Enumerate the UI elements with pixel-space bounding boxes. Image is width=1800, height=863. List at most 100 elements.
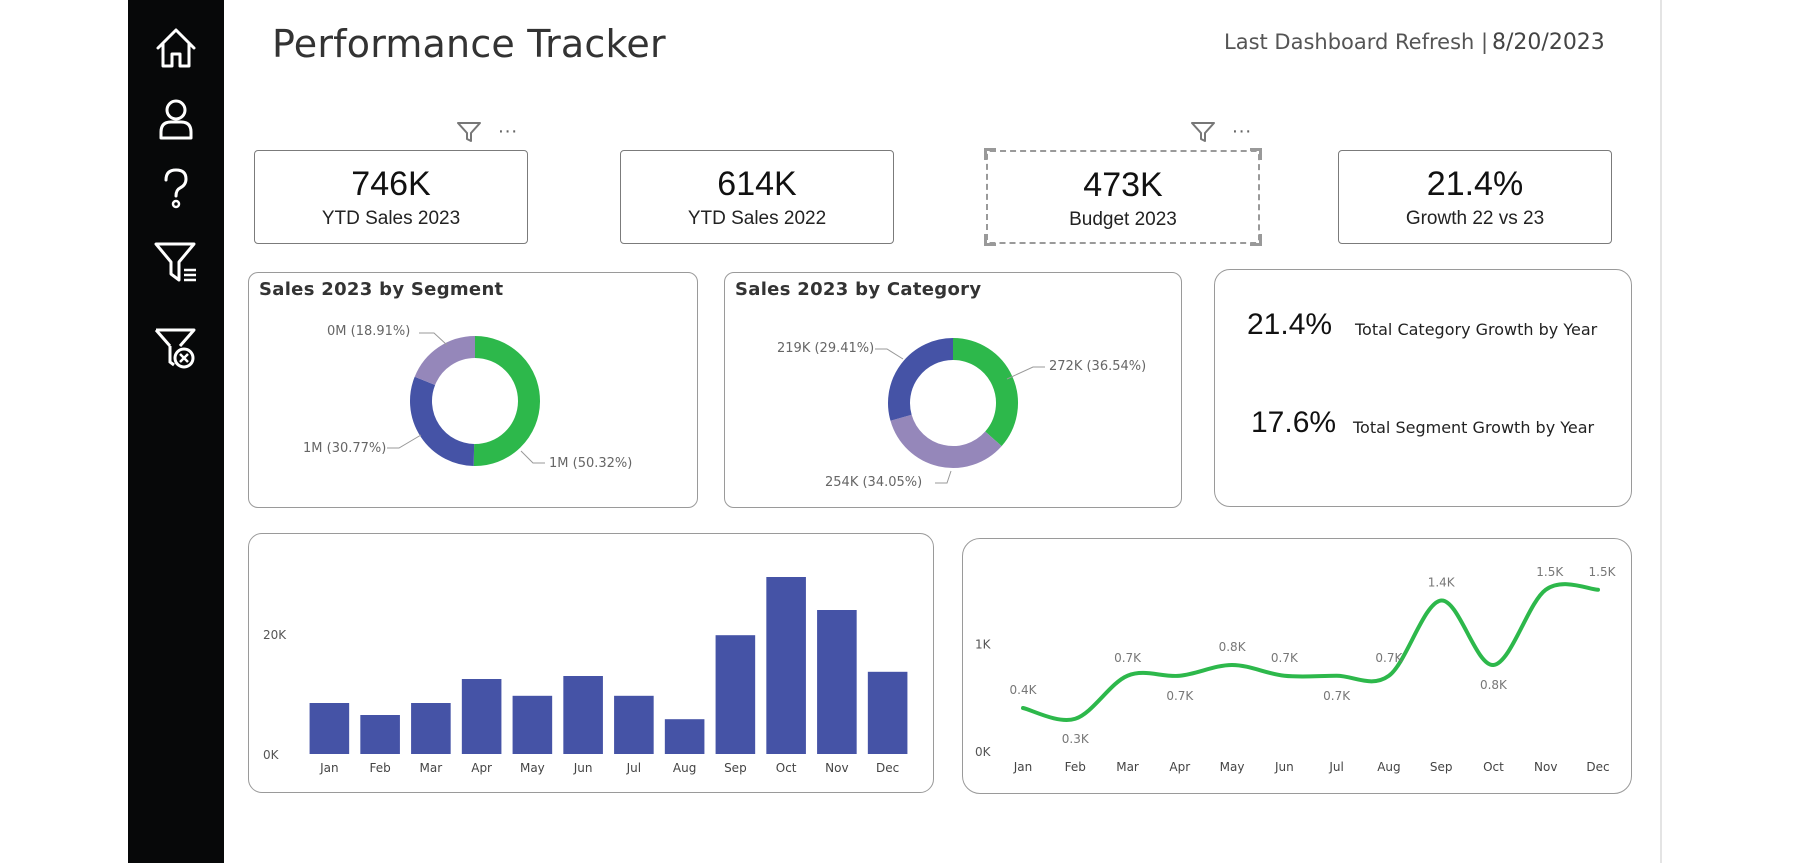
more-options-icon[interactable]: ··· xyxy=(497,120,518,143)
visual-header-tools: ··· xyxy=(1190,120,1252,144)
bar xyxy=(309,703,350,754)
leader-line xyxy=(875,348,904,360)
kpi-label: Growth 22 vs 23 xyxy=(1405,208,1545,229)
x-tick-label: Nov xyxy=(1534,760,1557,774)
kpi-value: 746K xyxy=(351,165,431,203)
kpi-label: Budget 2023 xyxy=(1069,209,1177,230)
x-tick-label: Sep xyxy=(1430,760,1453,774)
bar xyxy=(411,703,451,754)
y-tick-label: 1K xyxy=(975,638,992,652)
growth-panel[interactable]: 21.4% Total Category Growth by Year 17.6… xyxy=(1214,269,1632,507)
x-tick-label: Apr xyxy=(471,761,492,775)
y-tick-label: 0K xyxy=(263,748,280,762)
help-icon[interactable] xyxy=(146,158,206,218)
kpi-card-budget-2023[interactable]: 473K Budget 2023 xyxy=(984,148,1262,246)
data-label: 1.4K xyxy=(1428,576,1456,590)
resize-handle[interactable] xyxy=(984,234,996,246)
x-tick-label: Aug xyxy=(673,761,696,775)
x-tick-label: Jan xyxy=(319,761,339,775)
page-title: Performance Tracker xyxy=(272,22,666,66)
bar xyxy=(512,695,553,754)
x-tick-label: Dec xyxy=(876,761,899,775)
category-donut-chart xyxy=(875,338,1045,484)
home-icon[interactable] xyxy=(146,18,206,78)
x-tick-label: Dec xyxy=(1586,760,1609,774)
x-tick-label: Oct xyxy=(1483,760,1504,774)
kpi-card-ytd-sales-2023[interactable]: 746K YTD Sales 2023 xyxy=(254,150,528,244)
x-tick-label: Jul xyxy=(626,761,641,775)
bar xyxy=(461,679,502,754)
segment-growth-label: Total Segment Growth by Year xyxy=(1353,418,1595,437)
x-tick-label: Oct xyxy=(776,761,797,775)
donut-slice xyxy=(473,336,540,466)
bar xyxy=(715,635,756,754)
data-label: 0.7K xyxy=(1114,651,1142,665)
filter-icon[interactable] xyxy=(456,120,482,142)
visual-header-tools: ··· xyxy=(456,120,518,144)
kpi-label: YTD Sales 2023 xyxy=(321,208,461,229)
x-tick-label: May xyxy=(520,761,545,775)
data-label: 0.7K xyxy=(1375,651,1403,665)
y-tick-label: 20K xyxy=(263,628,287,642)
x-tick-label: May xyxy=(1220,760,1245,774)
data-label: 0.3K xyxy=(1062,732,1090,746)
donut-slice xyxy=(410,376,475,466)
resize-handle[interactable] xyxy=(1250,234,1262,246)
category-donut-panel[interactable]: Sales 2023 by Category 219K (29.41%) 272… xyxy=(724,272,1182,508)
clear-filter-icon[interactable] xyxy=(146,318,206,378)
segment-donut-panel[interactable]: Sales 2023 by Segment 0M (18.91%) 1M (30… xyxy=(248,272,698,508)
slice-label: 1M (50.32%) xyxy=(549,456,633,471)
x-tick-label: Mar xyxy=(420,761,443,775)
series-line xyxy=(1021,582,1600,722)
data-label: 1.5K xyxy=(1589,565,1617,579)
x-tick-label: Jan xyxy=(1013,760,1033,774)
x-tick-label: Jun xyxy=(573,761,593,775)
user-icon[interactable] xyxy=(146,88,206,148)
slice-label: 272K (36.54%) xyxy=(1049,359,1147,374)
data-label: 0.7K xyxy=(1271,651,1299,665)
monthly-trend-line-chart: 0K 1K 0.4K Jan 0.3K Feb 0.7K Mar 0.7K Apr 0.8K May 0… xyxy=(975,565,1617,774)
kpi-label: YTD Sales 2022 xyxy=(687,208,827,229)
segment-donut-chart xyxy=(387,332,545,466)
segment-growth-value: 17.6% xyxy=(1251,406,1337,439)
sidebar xyxy=(128,0,224,863)
data-label: 0.7K xyxy=(1166,689,1194,703)
bar xyxy=(766,577,806,754)
monthly-trend-line-panel[interactable]: 0K 1K 0.4K Jan 0.3K Feb 0.7K Mar 0.7K Apr 0.8K May 0… xyxy=(962,538,1632,794)
filter-list-icon[interactable] xyxy=(146,232,206,292)
filter-icon[interactable] xyxy=(1190,120,1216,142)
kpi-value: 614K xyxy=(717,165,797,203)
refresh-label: Last Dashboard Refresh | xyxy=(1224,30,1489,54)
leader-line xyxy=(387,434,422,449)
kpi-card-ytd-sales-2022[interactable]: 614K YTD Sales 2022 xyxy=(620,150,894,244)
data-label: 0.4K xyxy=(1010,683,1038,697)
slice-label: 0M (18.91%) xyxy=(327,324,411,339)
y-tick-label: 0K xyxy=(975,745,992,759)
category-growth-label: Total Category Growth by Year xyxy=(1355,320,1598,339)
chart-title: Sales 2023 by Segment xyxy=(259,279,504,300)
x-tick-label: Apr xyxy=(1169,760,1190,774)
x-tick-label: Aug xyxy=(1377,760,1400,774)
leader-line xyxy=(419,332,448,346)
kpi-card-growth[interactable]: 21.4% Growth 22 vs 23 xyxy=(1338,150,1612,244)
more-options-icon[interactable]: ··· xyxy=(1231,120,1252,143)
bar xyxy=(664,719,705,754)
slice-label: 1M (30.77%) xyxy=(303,441,387,456)
data-label: 0.7K xyxy=(1323,689,1351,703)
donut-slice xyxy=(414,336,476,386)
kpi-value: 21.4% xyxy=(1426,165,1524,203)
bar xyxy=(817,610,857,754)
x-tick-label: Sep xyxy=(724,761,747,775)
leader-line xyxy=(1006,366,1045,380)
bar xyxy=(360,715,400,754)
bar xyxy=(563,676,603,754)
x-tick-label: Jul xyxy=(1328,760,1343,774)
monthly-sales-bar-panel[interactable]: 0K 20K Jan Feb Mar Apr May Jun Jul Aug Sep Oct Nov De… xyxy=(248,533,934,793)
resize-handle[interactable] xyxy=(984,148,996,160)
resize-handle[interactable] xyxy=(1250,148,1262,160)
donut-slice xyxy=(890,414,1002,468)
slice-label: 254K (34.05%) xyxy=(825,475,923,490)
canvas-edge xyxy=(1660,0,1662,863)
slice-label: 219K (29.41%) xyxy=(777,341,875,356)
leader-line xyxy=(520,450,545,464)
